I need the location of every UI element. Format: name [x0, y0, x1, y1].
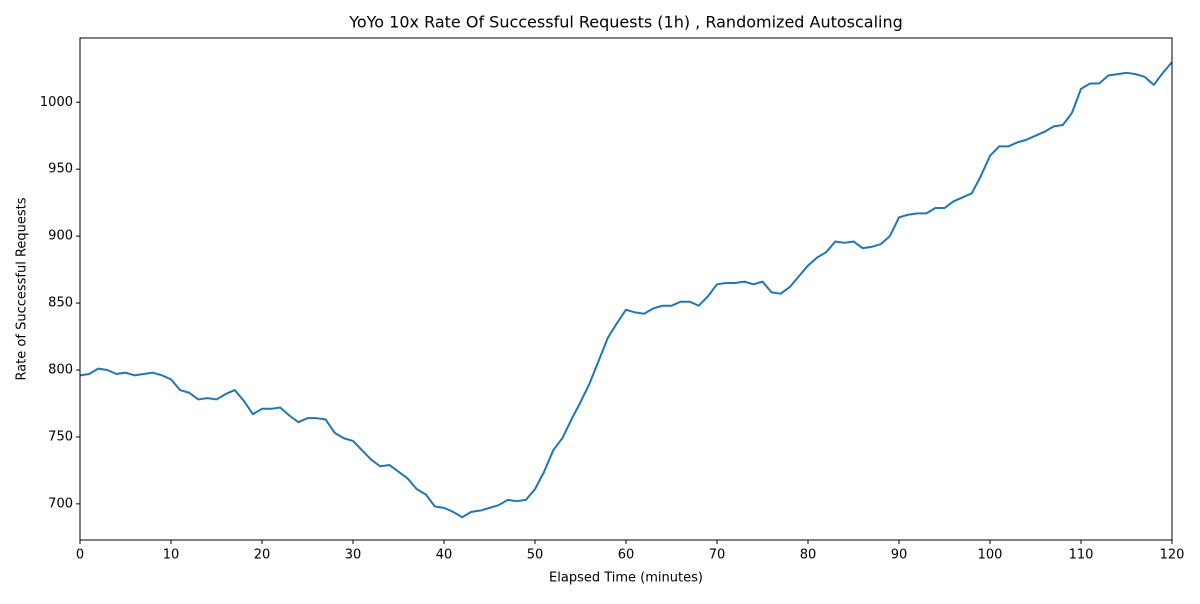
y-tick-label: 1000	[40, 95, 73, 110]
y-axis-label: Rate of Successful Requests	[15, 197, 30, 380]
data-line	[79, 61, 1173, 519]
plot-frame	[79, 37, 1173, 541]
x-tick-label: 60	[618, 548, 635, 563]
y-tick-label: 700	[48, 496, 73, 511]
x-tick-label: 90	[891, 548, 908, 563]
y-tick-label: 950	[48, 162, 73, 177]
y-tick-label: 900	[48, 229, 73, 244]
x-axis-label: Elapsed Time (minutes)	[549, 571, 703, 586]
y-tick-label: 800	[48, 362, 73, 377]
x-tick-label: 120	[1160, 548, 1185, 563]
x-tick-label: 110	[1069, 548, 1094, 563]
x-tick-label: 80	[800, 548, 817, 563]
x-tick-label: 50	[527, 548, 544, 563]
x-tick-label: 10	[163, 548, 180, 563]
chart-title: YoYo 10x Rate Of Successful Requests (1h…	[348, 13, 903, 32]
y-tick-label: 850	[48, 296, 73, 311]
x-tick-label: 100	[978, 548, 1003, 563]
x-tick-label: 20	[254, 548, 271, 563]
x-tick-label: 40	[436, 548, 453, 563]
x-tick-label: 70	[709, 548, 726, 563]
x-tick-label: 0	[76, 548, 84, 563]
x-tick-label: 30	[345, 548, 362, 563]
y-tick-label: 750	[48, 429, 73, 444]
